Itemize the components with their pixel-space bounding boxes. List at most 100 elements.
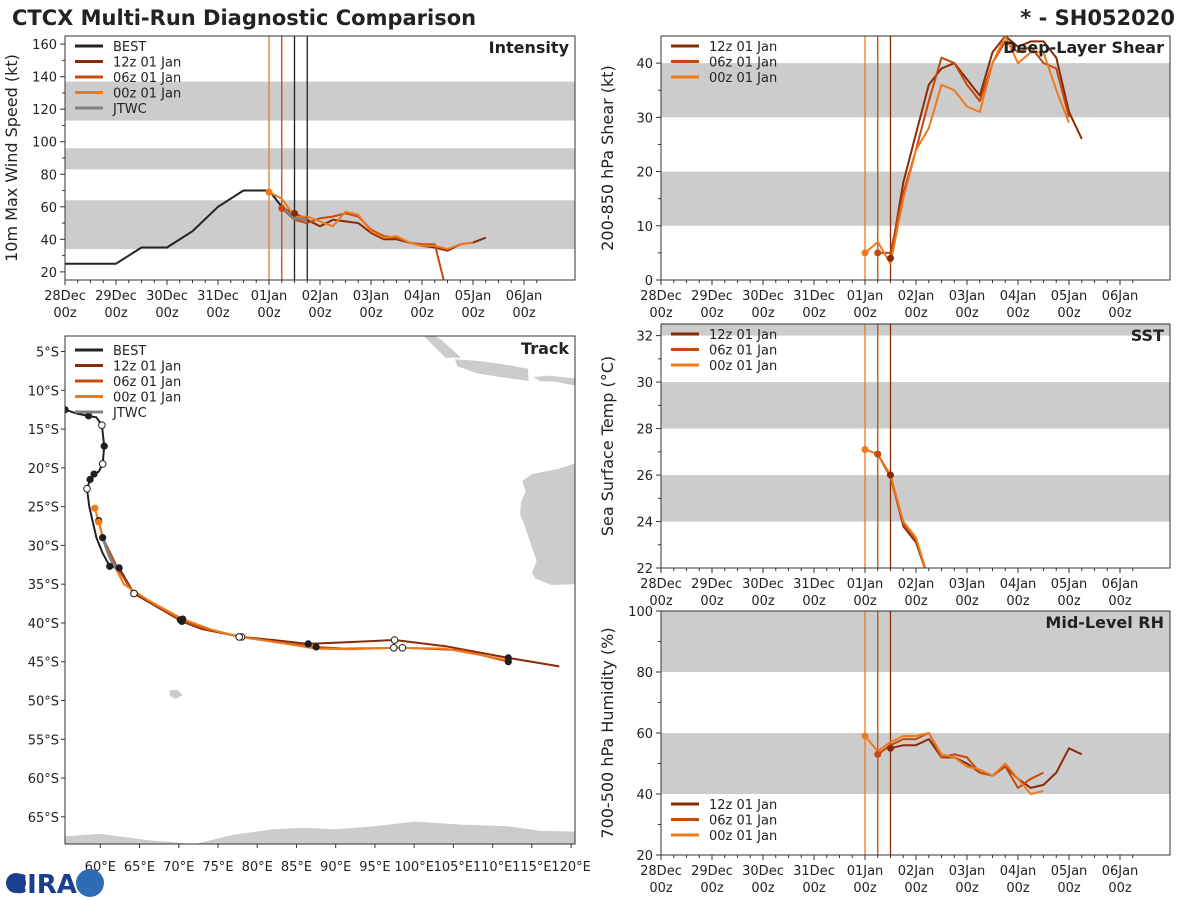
lat-tick-label: 5°S	[36, 346, 59, 361]
series-group	[861, 36, 1083, 265]
track-point-filled	[106, 562, 114, 570]
y-tick-label: 80	[636, 666, 653, 681]
legend-label: 12z 01 Jan	[113, 360, 181, 375]
x-tick-date: 04Jan	[1000, 577, 1037, 592]
lon-tick-label: 120°E	[551, 860, 591, 875]
legend-label: 12z 01 Jan	[709, 328, 777, 343]
x-tick-hour: 00z	[751, 881, 775, 896]
x-tick-date: 03Jan	[949, 577, 986, 592]
shaded-band	[661, 324, 1170, 336]
lon-tick-label: 70°E	[163, 860, 194, 875]
track-point-filled	[90, 470, 98, 478]
y-tick-label: 100	[32, 136, 57, 151]
y-axis-label: 700-500 hPa Humidity (%)	[598, 627, 617, 838]
shaded-band	[661, 382, 1170, 429]
track-point-filled	[84, 412, 93, 420]
x-tick-hour: 00z	[155, 306, 179, 321]
x-tick-date: 01Jan	[847, 864, 884, 879]
x-tick-hour: 00z	[700, 594, 724, 609]
x-tick-hour: 00z	[802, 881, 826, 896]
init-marker-r12z	[887, 471, 894, 479]
shaded-band	[661, 171, 1170, 226]
track-panel: 60°E 65°E 70°E 75°E 80°E 85°E 90°E 95°E 100°E 105…	[28, 335, 591, 875]
y-axis-label: Sea Surface Temp (°C)	[598, 356, 617, 536]
x-tick-date: 06Jan	[1102, 864, 1139, 879]
shaded-band	[65, 81, 575, 121]
track-line-r00z	[93, 507, 509, 662]
x-tick-hour: 00z	[853, 881, 877, 896]
track-point-filled	[115, 564, 123, 572]
x-tick-date: 02Jan	[898, 289, 935, 304]
legend-label: 06z 01 Jan	[709, 344, 777, 359]
lon-tick-label: 115°E	[512, 860, 552, 875]
y-axis-label: 10m Max Wind Speed (kt)	[2, 54, 21, 262]
x-tick-date: 30Dec	[742, 289, 784, 304]
panel-title: Intensity	[489, 38, 570, 57]
shaded-band	[661, 475, 1170, 522]
x-tick-date: 31Dec	[793, 577, 835, 592]
lon-tick-label: 80°E	[242, 860, 273, 875]
figure-title: CTCX Multi-Run Diagnostic Comparison	[12, 6, 476, 30]
y-tick-label: 24	[636, 516, 653, 531]
x-tick-hour: 00z	[410, 306, 434, 321]
legend-label: 00z 01 Jan	[113, 391, 181, 406]
x-tick-date: 04Jan	[404, 289, 441, 304]
storm-id: * - SH052020	[1020, 6, 1175, 30]
x-tick-date: 06Jan	[1102, 577, 1139, 592]
legend-label: 12z 01 Jan	[709, 40, 777, 55]
x-tick-hour: 00z	[955, 306, 979, 321]
track-point-open	[83, 484, 91, 493]
panel-title: SST	[1131, 326, 1164, 345]
x-tick-hour: 00z	[104, 306, 128, 321]
x-tick-hour: 00z	[461, 306, 485, 321]
series-line-r00z	[864, 732, 1044, 795]
y-tick-label: 40	[40, 233, 57, 248]
x-tick-date: 04Jan	[1000, 864, 1037, 879]
track-line-jtwc	[101, 537, 118, 570]
series-line-r06z	[877, 732, 1044, 789]
y-tick-label: 0	[645, 274, 653, 289]
x-tick-date: 02Jan	[898, 577, 935, 592]
legend-label: BEST	[113, 344, 146, 359]
track-point-filled	[65, 406, 69, 414]
panel-title: Mid-Level RH	[1045, 613, 1164, 632]
legend-label: JTWC	[112, 102, 147, 117]
y-tick-label: 28	[636, 423, 653, 438]
y-tick-label: 30	[636, 111, 653, 126]
track-line-r06z	[97, 520, 509, 663]
init-marker-r00z	[861, 445, 869, 453]
track-line-best	[65, 408, 135, 595]
y-tick-label: 20	[636, 849, 653, 864]
x-tick-hour: 00z	[904, 881, 928, 896]
series-group	[861, 445, 927, 568]
y-tick-label: 40	[636, 788, 653, 803]
x-tick-hour: 00z	[1006, 306, 1030, 321]
series-line-r00z	[268, 191, 474, 251]
x-tick-date: 03Jan	[353, 289, 390, 304]
init-marker-r06z	[874, 750, 882, 758]
x-tick-hour: 00z	[700, 306, 724, 321]
x-tick-date: 06Jan	[506, 289, 543, 304]
y-tick-label: 160	[32, 38, 57, 53]
lon-tick-label: 85°E	[281, 860, 312, 875]
lon-tick-label: 95°E	[359, 860, 390, 875]
x-tick-hour: 00z	[955, 881, 979, 896]
map-content	[65, 336, 575, 844]
x-tick-date: 28Dec	[44, 289, 86, 304]
x-tick-hour: 00z	[359, 306, 383, 321]
x-tick-hour: 00z	[53, 306, 77, 321]
x-tick-hour: 00z	[1057, 594, 1081, 609]
rh-panel: 20 40 60 80 100 28Dec 00z 29Dec 00z 30Dec 00z 31Dec…	[598, 605, 1171, 896]
y-tick-label: 10	[636, 220, 653, 235]
land-kerguelen	[169, 689, 183, 699]
lat-tick-label: 45°S	[28, 656, 59, 671]
x-tick-hour: 00z	[802, 594, 826, 609]
y-tick-label: 140	[32, 71, 57, 86]
cira-logo: CIRA	[6, 869, 104, 900]
x-tick-hour: 00z	[751, 306, 775, 321]
intensity-panel: 20 40 60 80 100 120 140 160 28Dec 00z 29Dec 00z 30De…	[2, 35, 576, 321]
series-line-jtwc	[280, 205, 308, 222]
y-tick-label: 40	[636, 57, 653, 72]
shear-panel: 0 10 20 30 40 28Dec 00z 29Dec 00z 30Dec 00z 31Dec 00…	[598, 35, 1171, 321]
